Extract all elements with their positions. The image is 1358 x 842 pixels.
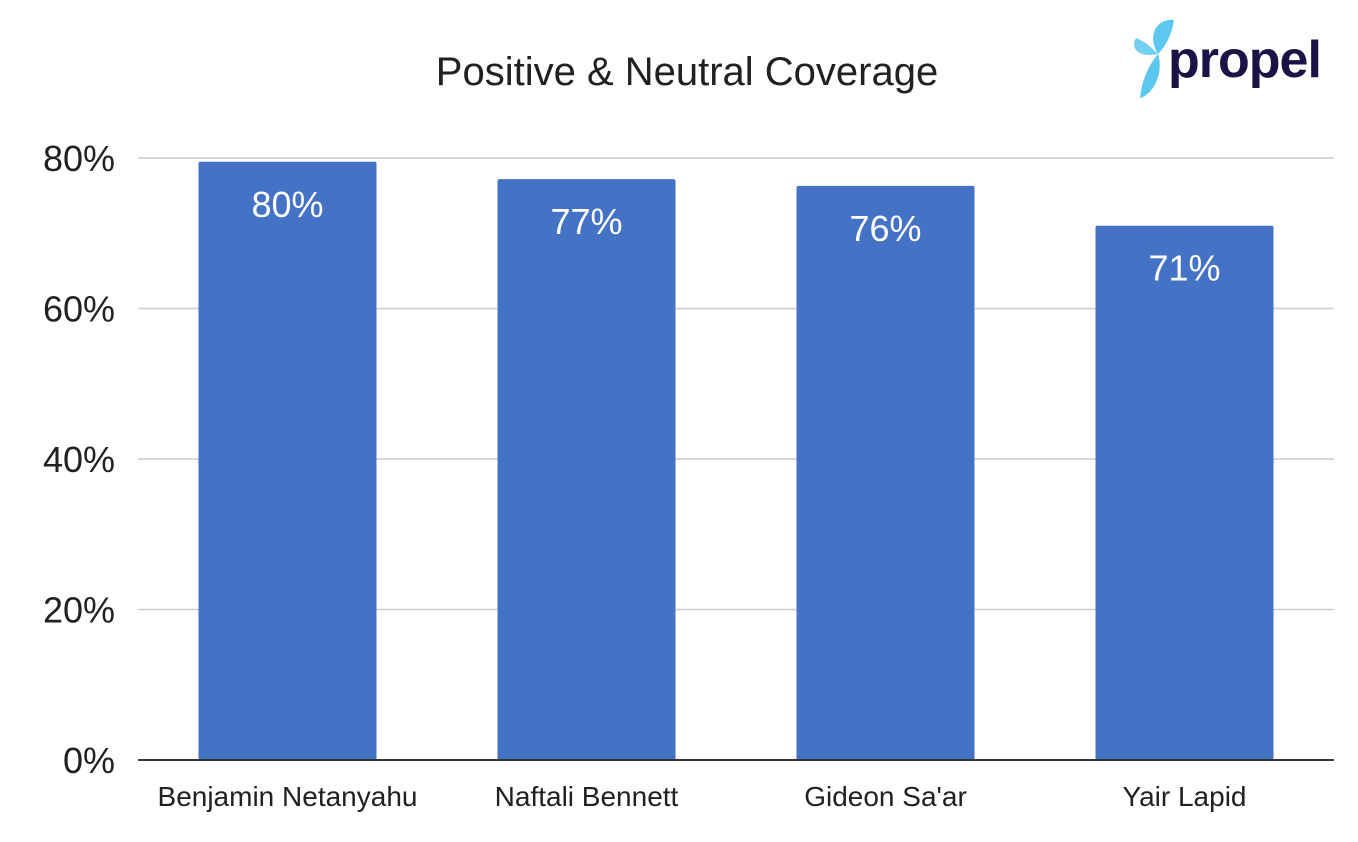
bar (198, 161, 377, 760)
y-tick-label: 40% (43, 439, 115, 480)
data-label: 80% (251, 184, 323, 225)
chart-title: Positive & Neutral Coverage (435, 50, 939, 94)
data-label: 76% (849, 208, 921, 249)
x-tick-label: Gideon Sa'ar (804, 781, 967, 812)
data-label: 71% (1148, 248, 1220, 289)
propel-logo: propel (1128, 14, 1328, 106)
y-tick-label: 20% (43, 590, 115, 631)
y-tick-label: 0% (63, 740, 115, 781)
data-label: 77% (550, 201, 622, 242)
y-tick-label: 80% (43, 138, 115, 179)
propeller-icon (1134, 19, 1174, 98)
x-tick-label: Benjamin Netanyahu (158, 781, 418, 812)
logo-text: propel (1168, 31, 1322, 89)
bar (796, 185, 975, 760)
x-tick-label: Naftali Bennett (495, 781, 679, 812)
bar (1095, 225, 1274, 761)
y-tick-label: 60% (43, 289, 115, 330)
bar (497, 179, 676, 760)
x-tick-label: Yair Lapid (1122, 781, 1246, 812)
